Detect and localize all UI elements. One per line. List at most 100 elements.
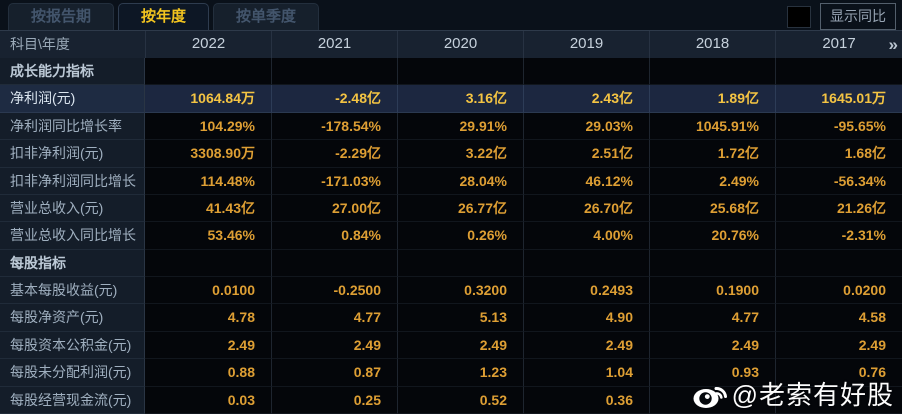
row-label: 净利润(元): [0, 85, 145, 113]
corner-header: 科目\年度: [10, 36, 70, 52]
cell-value: 0.2493: [523, 277, 649, 305]
cell-value: 4.90: [523, 304, 649, 332]
cell-value: [775, 58, 902, 86]
cell-value: 114.48%: [145, 167, 271, 195]
cell-value: 1.89亿: [649, 85, 775, 113]
cell-value: 2.49: [775, 331, 902, 360]
cell-value: [145, 249, 271, 277]
cell-value: 1.23: [397, 359, 523, 387]
cell-value: 0.88: [145, 359, 271, 387]
cell-value: 0.84%: [271, 222, 397, 250]
section-row: 成长能力指标: [0, 58, 902, 86]
cell-value: 3308.90万: [145, 140, 271, 168]
cell-value: 1645.01万: [775, 85, 902, 113]
tab-by-report-period[interactable]: 按报告期: [8, 3, 115, 30]
cell-value: 26.77亿: [397, 194, 523, 223]
yoy-controls: 显示同比: [787, 3, 896, 30]
cell-value: 0.03: [145, 386, 271, 414]
row-label: 扣非净利润(元): [0, 140, 145, 168]
cell-value: [649, 249, 775, 277]
table-row: 每股资本公积金(元) 2.49 2.49 2.49 2.49 2.49 2.49: [0, 331, 902, 360]
cell-value: 3.22亿: [397, 140, 523, 168]
cell-value: [397, 58, 523, 86]
cell-value: 46.12%: [523, 167, 649, 195]
table-row: 扣非净利润同比增长率114.48%-171.03%28.04%46.12%2.4…: [0, 167, 902, 215]
cell-value: 0.0100: [145, 277, 271, 305]
cell-value: 28.04%: [397, 167, 523, 195]
cell-value: 2.49: [145, 331, 271, 360]
cell-value: 2.49%: [649, 167, 775, 195]
row-label: 营业总收入(元): [0, 194, 145, 223]
watermark: @老索有好股: [692, 375, 894, 412]
cell-value: 41.43亿: [145, 194, 271, 223]
cell-value: 21.26亿: [775, 194, 902, 223]
cell-value: [145, 58, 271, 86]
tab-bar: 按报告期 按年度 按单季度 显示同比: [0, 0, 902, 30]
cell-value: -171.03%: [271, 167, 397, 195]
cell-value: 20.76%: [649, 222, 775, 250]
cell-value: 1064.84万: [145, 85, 271, 113]
cell-value: [271, 249, 397, 277]
table-row: 每股净资产(元) 4.78 4.77 5.13 4.90 4.77 4.58: [0, 304, 902, 332]
cell-value: 1045.91%: [649, 112, 775, 141]
year-header-2017: 2017: [775, 31, 902, 58]
row-label: 扣非净利润同比增长率: [0, 167, 145, 215]
cell-value: 0.93: [649, 359, 775, 387]
table-row: 每股未分配利润(元) 0.88 0.87 1.23 1.04 0.93 0.76: [0, 359, 902, 387]
cell-value: 104.29%: [145, 112, 271, 141]
section-row: 每股指标: [0, 249, 902, 277]
row-label: 净利润同比增长率: [0, 112, 145, 141]
cell-value: 0.0200: [775, 277, 902, 305]
table-row: 营业总收入同比增长率53.46%0.84%0.26%4.00%20.76%-2.…: [0, 222, 902, 270]
year-header-2019: 2019: [523, 31, 649, 58]
table-row: 扣非净利润(元) 3308.90万 -2.29亿 3.22亿 2.51亿 1.72亿 1.6…: [0, 140, 902, 168]
cell-value: [523, 249, 649, 277]
cell-value: [775, 249, 902, 277]
tab-by-single-quarter[interactable]: 按单季度: [213, 3, 320, 30]
cell-value: 0.1900: [649, 277, 775, 305]
cell-value: 2.51亿: [523, 140, 649, 168]
cell-value: 2.49: [649, 331, 775, 360]
cell-value: -2.29亿: [271, 140, 397, 168]
cell-value: 0.87: [271, 359, 397, 387]
cell-value: -0.2500: [271, 277, 397, 305]
table-row: 净利润同比增长率 104.29% -178.54% 29.91% 29.03% 1045.…: [0, 112, 902, 141]
cell-value: 4.58: [775, 304, 902, 332]
row-label: 营业总收入同比增长率: [0, 222, 145, 270]
cell-value: 0.25: [271, 386, 397, 414]
weibo-icon: [693, 386, 727, 408]
cell-value: [397, 249, 523, 277]
cell-value: 1.68亿: [775, 140, 902, 168]
cell-value: 4.78: [145, 304, 271, 332]
table-header-row: 科目\年度 2022 2021 2020 2019 2018 2017 »: [0, 30, 902, 58]
year-header-2022: 2022: [145, 31, 271, 58]
cell-value: -2.48亿: [271, 85, 397, 113]
more-years-icon[interactable]: »: [888, 35, 899, 54]
cell-value: 3.16亿: [397, 85, 523, 113]
cell-value: [649, 58, 775, 86]
show-yoy-checkbox[interactable]: [787, 5, 811, 28]
cell-value: 26.70亿: [523, 194, 649, 223]
cell-value: 1.72亿: [649, 140, 775, 168]
year-header-2018: 2018: [649, 31, 775, 58]
cell-value: 2.43亿: [523, 85, 649, 113]
cell-value: -56.34%: [775, 167, 902, 195]
cell-value: -95.65%: [775, 112, 902, 141]
table-row: 净利润(元) 1064.84万 -2.48亿 3.16亿 2.43亿 1.89亿 1645.…: [0, 85, 902, 113]
cell-value: -178.54%: [271, 112, 397, 141]
year-header-2020: 2020: [397, 31, 523, 58]
cell-value: [523, 58, 649, 86]
cell-value: [775, 386, 902, 414]
cell-value: 1.04: [523, 359, 649, 387]
year-header-2021: 2021: [271, 31, 397, 58]
row-label: 每股未分配利润(元): [0, 359, 145, 387]
cell-value: 25.68亿: [649, 194, 775, 223]
row-label: 每股净资产(元): [0, 304, 145, 332]
show-yoy-label[interactable]: 显示同比: [820, 3, 896, 30]
cell-value: 4.77: [271, 304, 397, 332]
table-row: 基本每股收益(元) 0.0100 -0.2500 0.3200 0.2493 0.1900…: [0, 277, 902, 305]
cell-value: 2.49: [397, 331, 523, 360]
tab-by-year[interactable]: 按年度: [118, 3, 210, 30]
cell-value: 0.26%: [397, 222, 523, 250]
cell-value: 0.76: [775, 359, 902, 387]
